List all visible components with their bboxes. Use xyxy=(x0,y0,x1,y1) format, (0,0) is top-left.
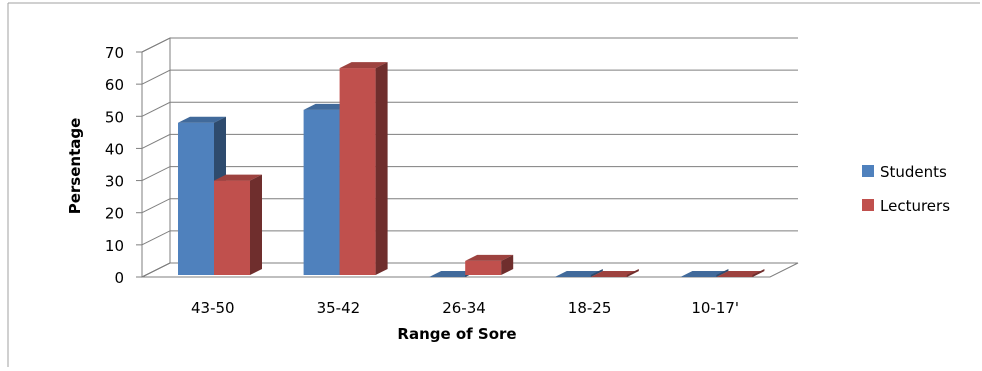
gridlines xyxy=(136,37,798,278)
legend-swatch-lecturers xyxy=(862,199,874,211)
y-axis-label: Persentage xyxy=(66,118,84,215)
bar-lecturers-10-17' xyxy=(716,269,765,277)
legend-swatch-students xyxy=(862,165,874,177)
gridline xyxy=(141,230,798,246)
gridline xyxy=(141,262,798,278)
x-tick-label: 18-25 xyxy=(568,299,612,317)
legend-label-lecturers: Lecturers xyxy=(880,197,950,215)
gridline xyxy=(141,101,798,117)
x-tick-label: 43-50 xyxy=(191,299,235,317)
x-tick-label: 10-17' xyxy=(691,299,739,317)
bar-front xyxy=(178,122,214,275)
bar-front xyxy=(339,68,376,275)
y-tick-label: 10 xyxy=(105,237,124,255)
y-tick-label: 20 xyxy=(105,205,124,223)
x-tick-label: 26-34 xyxy=(442,299,486,317)
y-tick-label: 60 xyxy=(105,76,124,94)
bar-lecturers-26-34 xyxy=(465,254,514,275)
legend: Students Lecturers xyxy=(862,163,950,215)
y-tick-label: 0 xyxy=(114,269,124,287)
x-axis-ticks: 43-50 35-42 26-34 18-25 10-17' xyxy=(191,299,739,317)
y-tick-label: 70 xyxy=(105,44,124,62)
bar-students-18-25 xyxy=(554,269,603,277)
bar-front xyxy=(465,260,502,275)
side-wall xyxy=(141,37,171,278)
gridline xyxy=(141,37,798,53)
bar-side xyxy=(501,254,514,275)
bar-lecturers-35-42 xyxy=(339,62,388,276)
gridline xyxy=(141,166,798,182)
y-tick-label: 40 xyxy=(105,140,124,158)
gridline xyxy=(141,198,798,214)
bar-top xyxy=(339,62,388,69)
legend-label-students: Students xyxy=(880,163,947,181)
y-tick-label: 50 xyxy=(105,108,124,126)
y-tick-label: 30 xyxy=(105,173,124,191)
gridline xyxy=(141,69,798,85)
bar-top xyxy=(465,254,514,261)
bar-side xyxy=(716,269,729,277)
bar-side xyxy=(626,269,639,277)
bars xyxy=(178,62,765,277)
bar-side xyxy=(250,174,262,275)
bar-front xyxy=(214,180,250,275)
x-axis-label: Range of Sore xyxy=(397,325,516,343)
bar-top xyxy=(214,174,262,181)
y-axis-ticks: 0 10 20 30 40 50 60 70 xyxy=(105,44,124,287)
chart-border xyxy=(7,2,980,367)
bar-side xyxy=(590,269,603,277)
x-tick-label: 35-42 xyxy=(317,299,361,317)
bar-lecturers-43-50 xyxy=(214,174,262,275)
bar-students-10-17' xyxy=(680,269,729,277)
bar-side xyxy=(375,62,388,276)
bar-top xyxy=(178,116,226,123)
gridline xyxy=(141,133,798,149)
bar-side xyxy=(752,269,765,277)
bar-front xyxy=(303,109,340,275)
bar-lecturers-18-25 xyxy=(590,269,639,277)
